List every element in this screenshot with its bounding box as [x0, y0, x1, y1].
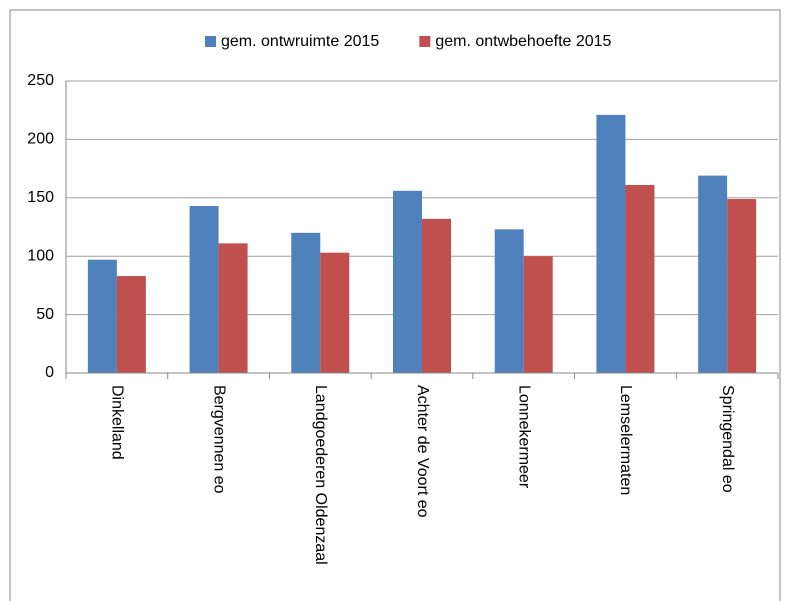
legend-label: gem. ontwruimte 2015 [221, 33, 379, 50]
y-tick-label: 250 [27, 72, 54, 89]
bar [596, 114, 626, 373]
bar [523, 256, 553, 373]
bar [393, 190, 422, 373]
legend-swatch [205, 36, 216, 47]
bar [189, 205, 219, 373]
x-tick-label: Bergvennen eo [210, 385, 227, 494]
bar [291, 232, 321, 373]
bar [494, 229, 524, 373]
bar [422, 218, 451, 373]
legend-label: gem. ontwbehoefte 2015 [435, 33, 611, 50]
y-tick-label: 200 [27, 131, 54, 148]
y-tick-label: 0 [45, 364, 54, 381]
x-tick-label: Lemselermaten [617, 385, 634, 495]
x-tick-label: Achter de Voort eo [414, 385, 431, 518]
bar [698, 175, 728, 373]
bar [116, 276, 146, 373]
bar [87, 259, 117, 373]
x-tick-label: Springendal eo [719, 385, 736, 493]
bar [727, 198, 757, 373]
x-tick-label: Lonnekermeer [515, 385, 532, 489]
x-tick-label: Landgoederen Oldenzaal [312, 385, 329, 565]
legend-swatch [419, 36, 431, 47]
y-tick-label: 100 [27, 247, 54, 264]
bar [218, 243, 248, 373]
bar [625, 184, 655, 373]
y-tick-label: 50 [36, 306, 54, 323]
x-tick-label: Dinkelland [109, 385, 126, 460]
bar [320, 252, 350, 373]
y-tick-label: 150 [27, 189, 54, 206]
